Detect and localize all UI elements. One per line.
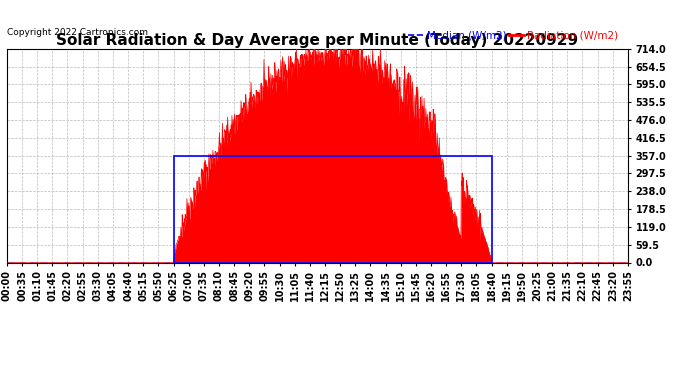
Title: Solar Radiation & Day Average per Minute (Today) 20220929: Solar Radiation & Day Average per Minute… [57,33,578,48]
Legend: Median (W/m2), Radiation (W/m2): Median (W/m2), Radiation (W/m2) [404,26,622,45]
Text: Copyright 2022 Cartronics.com: Copyright 2022 Cartronics.com [7,28,148,37]
Bar [173,156,491,262]
